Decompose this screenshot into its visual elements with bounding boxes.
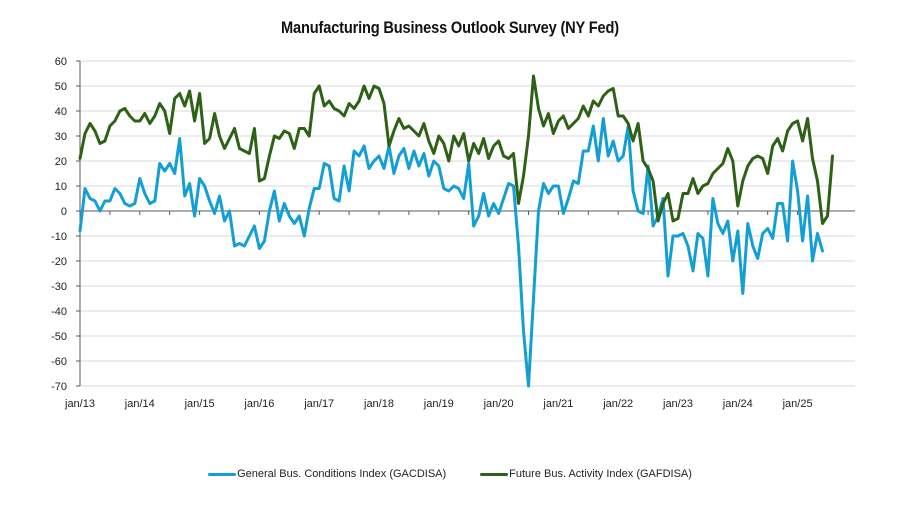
x-tick-label: jan/18 [363,398,394,410]
y-tick-label: -60 [51,356,67,368]
y-tick-label: 0 [61,206,67,218]
x-tick-label: jan/22 [602,398,633,410]
legend-label-general-conditions: General Bus. Conditions Index (GACDISA) [237,468,447,480]
series-line-future-activity [78,74,834,225]
y-tick-label: -70 [51,381,67,393]
gridlines [80,60,855,387]
x-axis: jan/13 jan/14 jan/15 jan/16 jan/17 jan/18 jan/… [64,210,855,410]
legend-item-future-activity: Future Bus. Activity Index (GAFDISA) [480,468,692,480]
y-tick-label: 30 [55,131,67,143]
series-lines [78,74,834,388]
series-line-general-conditions [78,117,824,388]
y-tick-label: -50 [51,331,67,343]
x-tick-label: jan/14 [124,398,155,410]
x-tick-label: jan/13 [64,398,95,410]
y-tick-label: 40 [55,106,67,118]
y-tick-label: 60 [55,56,67,68]
x-tick-label: jan/20 [483,398,514,410]
legend-swatch-future-activity [480,472,509,476]
chart-title: Manufacturing Business Outlook Survey (N… [281,18,619,37]
y-axis: 60 50 40 30 20 10 0 -10 -20 -30 -40 -50 -60 -70 [51,56,81,393]
x-tick-label: jan/25 [782,398,813,410]
y-tick-label: 50 [55,81,67,93]
y-tick-label: -30 [51,281,67,293]
y-tick-label: 20 [55,156,67,168]
y-tick-label: -40 [51,306,67,318]
y-tick-label: -10 [51,231,67,243]
x-tick-label: jan/15 [184,398,215,410]
legend-swatch-general-conditions [208,472,237,476]
legend-label-future-activity: Future Bus. Activity Index (GAFDISA) [509,468,692,480]
y-tick-label: 10 [55,181,67,193]
legend: General Bus. Conditions Index (GACDISA) … [0,468,900,480]
x-tick-label: jan/16 [243,398,274,410]
x-tick-label: jan/24 [722,398,753,410]
y-tick-label: -20 [51,256,67,268]
x-tick-label: jan/17 [303,398,334,410]
legend-item-general-conditions: General Bus. Conditions Index (GACDISA) [208,468,446,480]
x-tick-label: jan/19 [423,398,454,410]
x-tick-label: jan/21 [542,398,573,410]
x-tick-label: jan/23 [662,398,693,410]
